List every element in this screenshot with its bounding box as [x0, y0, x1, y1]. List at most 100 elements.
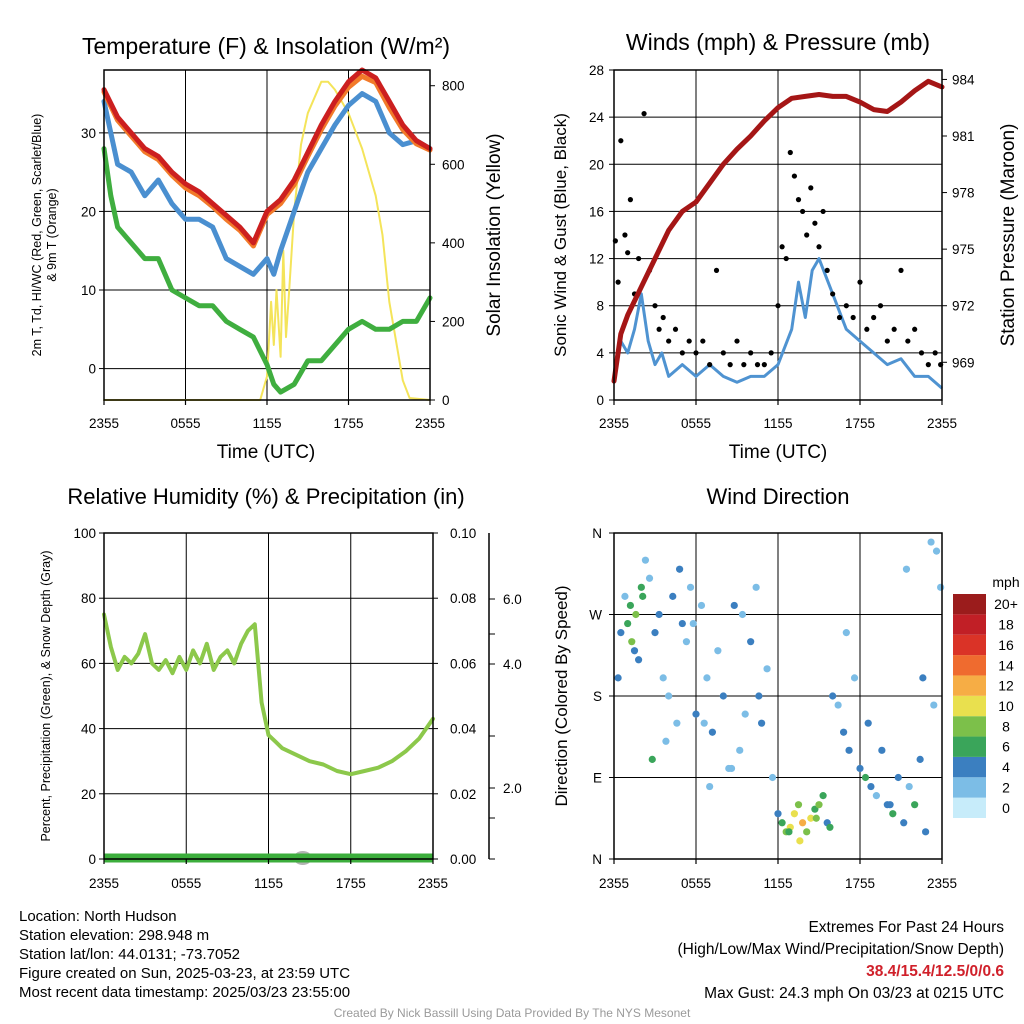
legend-level-label: 8 [1002, 718, 1010, 734]
temp-y-left-label-line1: 2m T, Td, HI/WC (Red, Green, Scarlet/Blu… [30, 114, 44, 357]
gust-point [830, 291, 836, 297]
temp-panel-title: Temperature (F) & Insolation (W/m²) [82, 33, 450, 59]
gust-point [660, 314, 666, 321]
rh-x-tick-label: 2355 [418, 876, 448, 891]
direction-point [673, 719, 681, 727]
gust-point [700, 338, 706, 344]
extremes-box: Extremes For Past 24 Hours (High/Low/Max… [678, 917, 1005, 1005]
direction-point [894, 773, 902, 782]
direction-point [902, 565, 911, 573]
temp-y-left-tick-label: 20 [81, 204, 96, 219]
gust-point [820, 208, 826, 215]
extremes-values: 38.4/15.4/12.5/0/0.6 [866, 963, 1004, 980]
direction-point [796, 837, 804, 845]
temp-x-tick-label: 2355 [89, 416, 119, 431]
legend-unit: mph [992, 574, 1019, 590]
legend-swatch [953, 594, 986, 615]
temperature-panel: Temperature (F) & Insolation (W/m²) 2355… [30, 33, 505, 463]
wind-y-left-tick-label: 24 [589, 110, 605, 125]
direction-point [872, 792, 881, 800]
direction-point [919, 674, 927, 682]
humidity-precip-panel: Relative Humidity (%) & Precipitation (i… [39, 484, 522, 891]
gust-point [615, 279, 621, 285]
direction-point [626, 601, 635, 610]
temp-x-tick-label: 0555 [170, 416, 200, 431]
direction-point [706, 782, 714, 791]
direction-point [676, 565, 684, 573]
rh-y-left-tick-label: 20 [81, 787, 96, 802]
temp-y-right-tick-label: 600 [442, 157, 465, 172]
gust-point [761, 362, 767, 368]
wind-tick-labels: 2355 0555 1155 1755 2355 0 4 8 12 16 20 24 28 969 972 9… [589, 63, 975, 431]
wind-series [611, 78, 945, 390]
rh-y-left-tick-label: 80 [81, 591, 96, 606]
temp-series-temp2m [101, 67, 433, 246]
gust-point [618, 138, 624, 144]
legend-swatch [953, 797, 986, 818]
gust-point [625, 250, 631, 256]
direction-point [703, 674, 711, 682]
rh-y-left-tick-label: 40 [81, 722, 96, 737]
dir-y-tick-label: N [592, 852, 602, 867]
wind-x-tick-label: 0555 [681, 416, 711, 431]
wind-y-left-label: Sonic Wind & Gust (Blue, Black) [551, 113, 570, 357]
snow-y-tick-label: 6.0 [503, 592, 522, 607]
gust-point [800, 208, 806, 215]
direction-point [641, 556, 650, 564]
direction-point [697, 601, 706, 610]
rh-panel-title: Relative Humidity (%) & Precipitation (i… [67, 484, 464, 509]
gust-point [791, 173, 798, 179]
direction-point [812, 814, 820, 822]
precip-y-tick-label: 0.08 [450, 591, 476, 606]
dir-points [614, 538, 945, 845]
direction-point [834, 701, 842, 709]
gust-point [816, 244, 822, 250]
direction-point [774, 810, 782, 818]
gust-point [871, 314, 877, 321]
gust-point [783, 255, 789, 262]
direction-point [916, 755, 924, 763]
direction-point [614, 674, 622, 682]
legend-swatch [953, 716, 986, 737]
direction-point [639, 592, 647, 600]
dir-y-tick-label: S [593, 689, 602, 704]
wind-x-tick-label: 2355 [927, 416, 957, 431]
gust-point [918, 350, 925, 356]
gust-point [713, 267, 720, 273]
gust-point [864, 326, 870, 332]
direction-point [700, 719, 708, 727]
temp-series-dewpoint [101, 146, 433, 395]
direction-point [900, 819, 908, 827]
direction-point [819, 792, 827, 800]
direction-point [829, 692, 837, 700]
gust-point [775, 303, 781, 309]
direction-point [815, 801, 823, 809]
dir-x-tick-label: 2355 [927, 876, 957, 891]
direction-point [708, 728, 717, 736]
wind-y-left-tick-label: 8 [596, 299, 604, 314]
legend-swatch [953, 675, 986, 696]
direction-point [803, 828, 811, 836]
temp-tick-labels: 2355 0555 1155 1755 2355 0 10 20 30 0 200 400 600 800 [81, 79, 465, 431]
wind-x-tick-label: 1755 [845, 416, 875, 431]
gust-point [795, 197, 802, 203]
wind-x-label: Time (UTC) [729, 442, 828, 463]
gust-point [672, 326, 679, 332]
dir-tick-labels: 2355 0555 1155 1755 2355 N E S W N [589, 526, 957, 891]
wind-x-tick-label: 1155 [763, 416, 792, 431]
legend-swatch [953, 655, 986, 676]
dir-panel-title: Wind Direction [706, 484, 849, 509]
dir-x-tick-label: 1755 [845, 876, 875, 891]
gust-point [836, 314, 843, 321]
direction-point [617, 629, 625, 637]
direction-point [630, 647, 639, 655]
direction-point [850, 674, 859, 682]
wind-panel-title: Winds (mph) & Pressure (mb) [626, 29, 930, 55]
wind-y-left-tick-label: 16 [589, 204, 604, 219]
temp-series [101, 67, 433, 401]
temp-x-tick-label: 1755 [333, 416, 363, 431]
direction-point [678, 619, 686, 628]
dir-y-tick-label: N [592, 526, 602, 541]
wind-y-right-tick-label: 969 [952, 355, 975, 370]
legend-swatch [953, 756, 986, 778]
